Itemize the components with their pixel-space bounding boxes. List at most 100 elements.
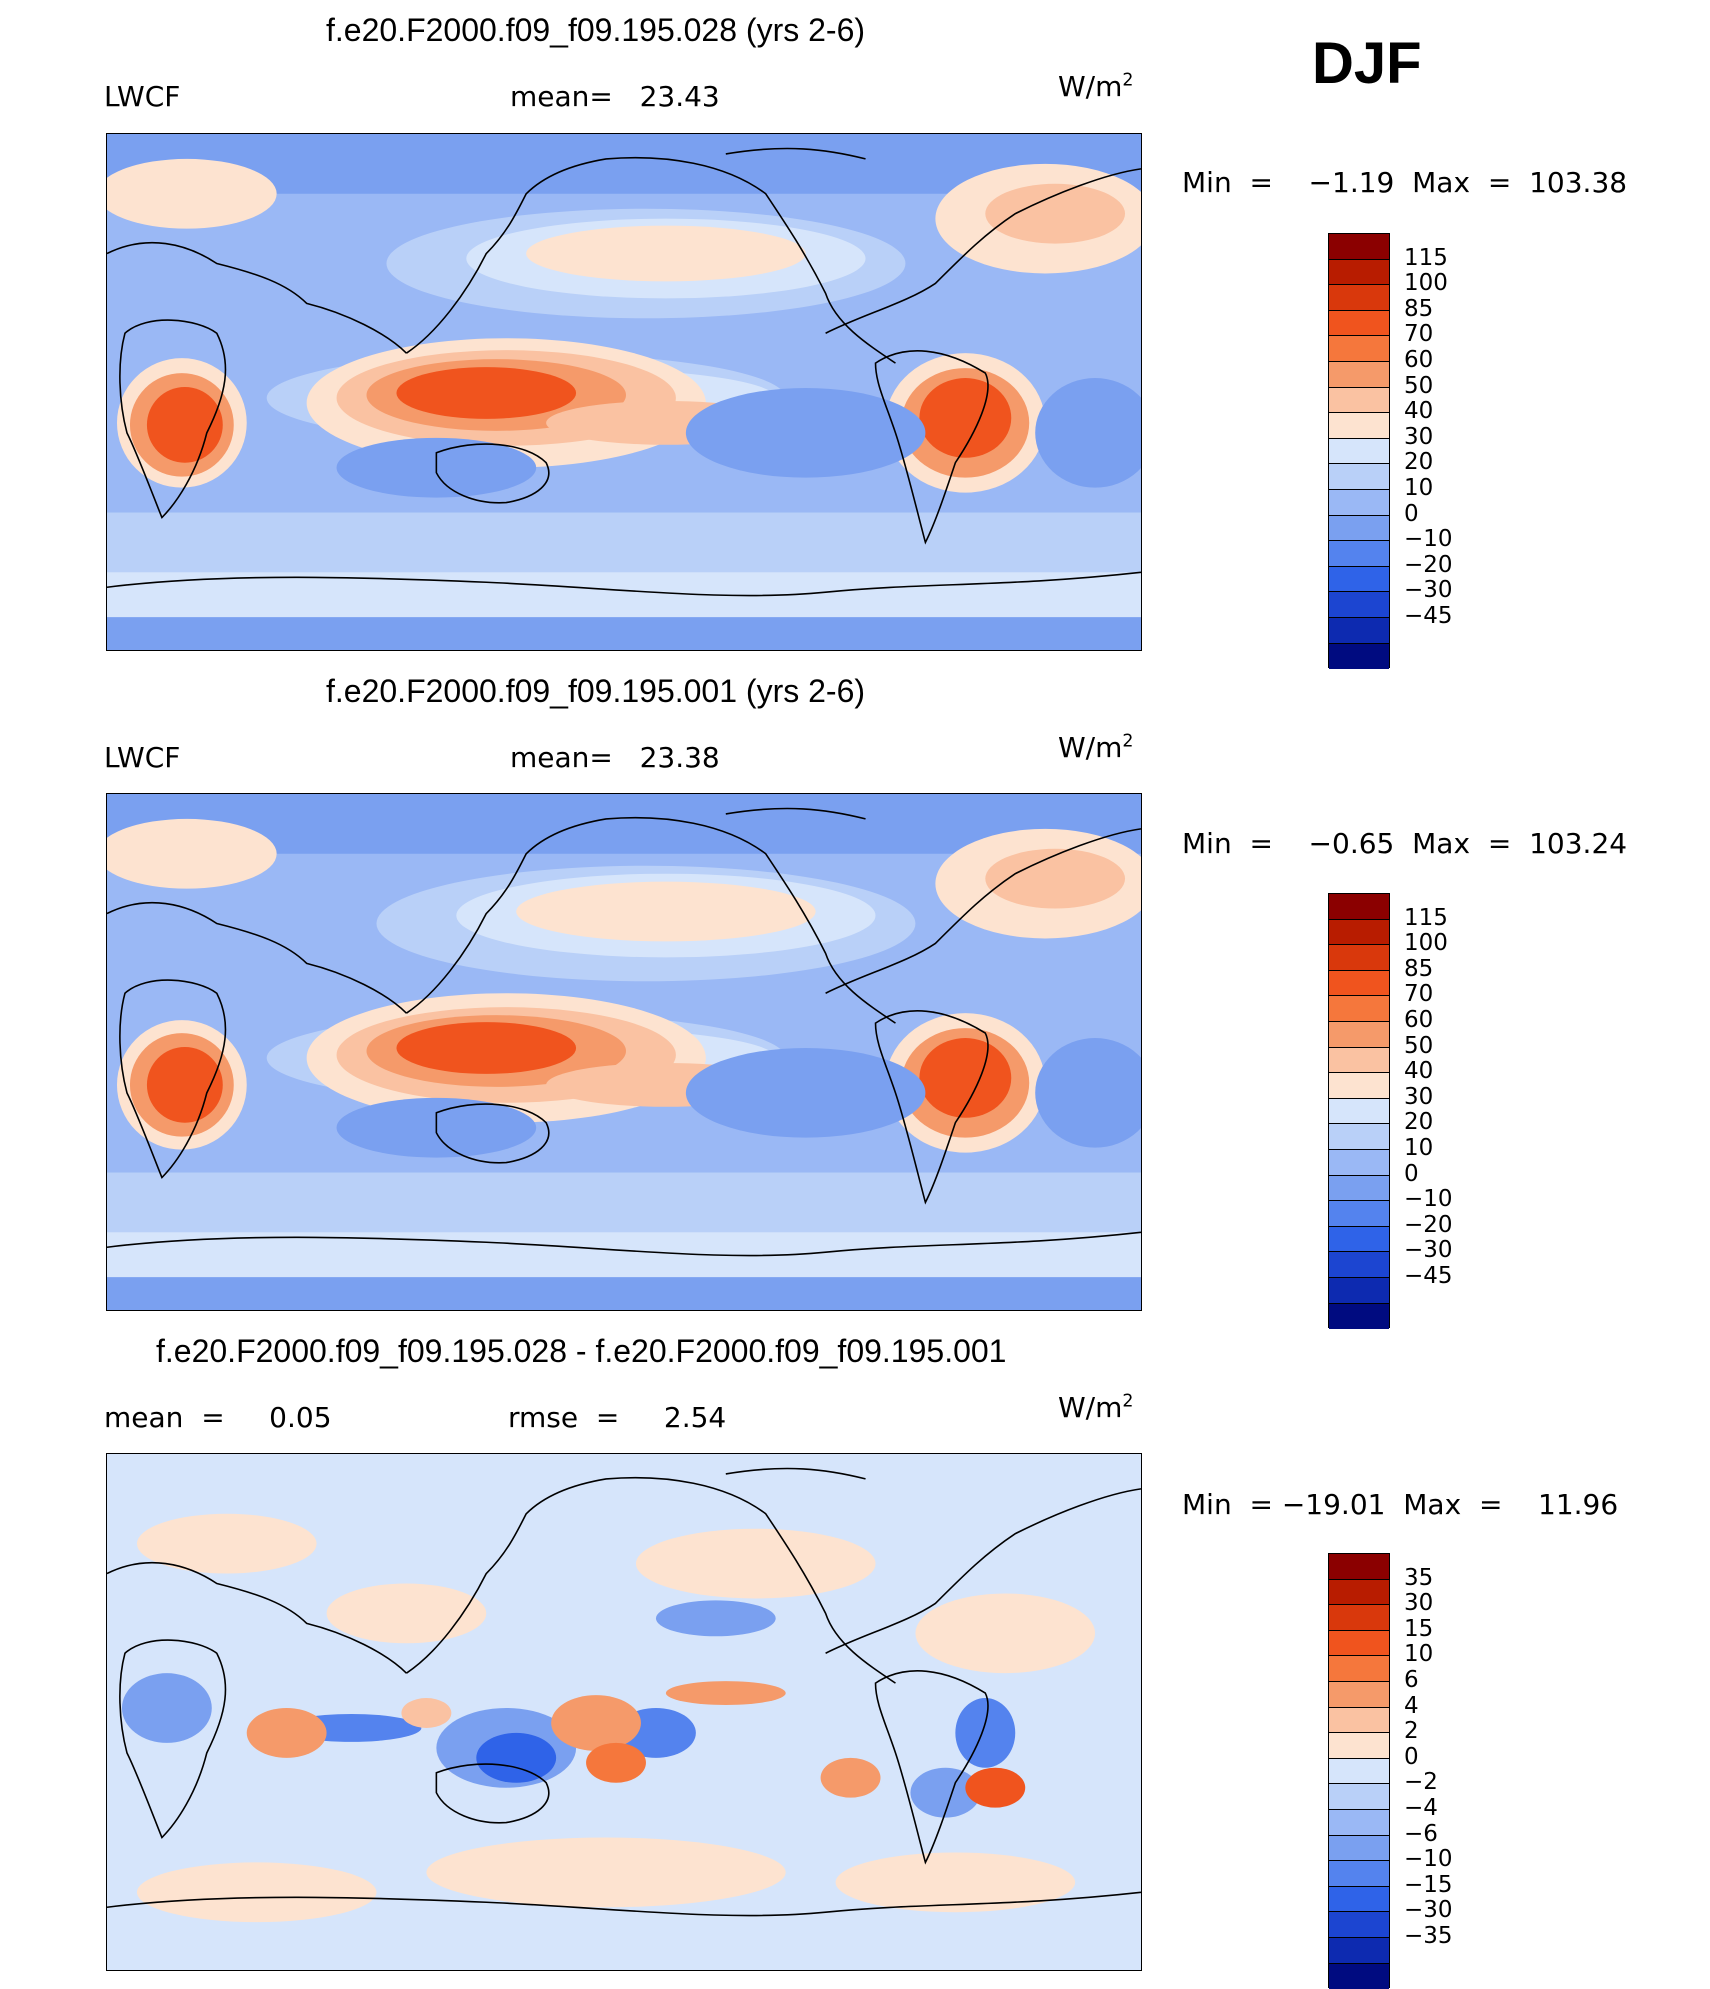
panel-3-colorbar-tick-label: −6 (1404, 1823, 1438, 1846)
panel-2-colorbar-tick-label: 20 (1404, 1111, 1433, 1134)
panel-1-colorbar (1328, 233, 1390, 668)
panel-3-colorbar-tick-label: 0 (1404, 1746, 1419, 1769)
panel-1-colorbar-swatch (1329, 439, 1389, 465)
panel-1-map (106, 133, 1142, 651)
panel-2-colorbar-tick-label: −10 (1404, 1188, 1453, 1211)
panel-2-colorbar-swatch (1329, 1073, 1389, 1099)
panel-2-title: f.e20.F2000.f09_f09.195.001 (yrs 2-6) (326, 673, 865, 710)
panel-3-colorbar-swatch (1329, 1631, 1389, 1657)
panel-3-colorbar-swatch (1329, 1605, 1389, 1631)
panel-1-colorbar-swatch (1329, 618, 1389, 644)
panel-3-colorbar (1328, 1553, 1390, 1988)
panel-3-mean: mean = 0.05 (104, 1401, 332, 1434)
panel-1-colorbar-tick-label: 40 (1404, 400, 1433, 423)
panel-1-mean: mean= 23.43 (510, 80, 720, 113)
panel-1-units: W/m2 (1058, 70, 1133, 103)
panel-3-colorbar-tick-label: 4 (1404, 1695, 1419, 1718)
panel-1-colorbar-tick-label: 60 (1404, 349, 1433, 372)
panel-2-colorbar-swatch (1329, 1201, 1389, 1227)
panel-2-colorbar-tick-label: 50 (1404, 1035, 1433, 1058)
panel-3-colorbar-tick-label: 2 (1404, 1720, 1419, 1743)
panel-2-mean: mean= 23.38 (510, 741, 720, 774)
panel-2-colorbar-swatch (1329, 1304, 1389, 1330)
panel-1-colorbar-swatch (1329, 413, 1389, 439)
panel-1-colorbar-tick-label: 70 (1404, 323, 1433, 346)
panel-2-colorbar-tick-label: 60 (1404, 1009, 1433, 1032)
panel-1-colorbar-tick-label: 20 (1404, 451, 1433, 474)
panel-1-colorbar-swatch (1329, 362, 1389, 388)
panel-3-colorbar-tick-label: −10 (1404, 1848, 1453, 1871)
panel-3-colorbar-tick-label: −2 (1404, 1771, 1438, 1794)
panel-2-colorbar-tick-label: 115 (1404, 907, 1448, 930)
panel-2-colorbar-swatch (1329, 1099, 1389, 1125)
panel-1-colorbar-tick-label: 0 (1404, 503, 1419, 526)
panel-2-units: W/m2 (1058, 731, 1133, 764)
panel-3-colorbar-swatch (1329, 1759, 1389, 1785)
panel-2-colorbar-tick-label: 100 (1404, 932, 1448, 955)
panel-3-minmax: Min = −19.01 Max = 11.96 (1182, 1488, 1618, 1521)
panel-1-colorbar-tick-label: −20 (1404, 554, 1453, 577)
panel-2-colorbar-swatch (1329, 1227, 1389, 1253)
panel-3-colorbar-swatch (1329, 1887, 1389, 1913)
panel-3-rmse: rmse = 2.54 (508, 1401, 726, 1434)
panel-3-map (106, 1453, 1142, 1971)
panel-1-colorbar-tick-label: 100 (1404, 272, 1448, 295)
panel-1-colorbar-swatch (1329, 592, 1389, 618)
panel-1-colorbar-tick-label: −10 (1404, 528, 1453, 551)
panel-2-colorbar-swatch (1329, 971, 1389, 997)
panel-3-colorbar-tick-label: 6 (1404, 1669, 1419, 1692)
panel-3-colorbar-swatch (1329, 1810, 1389, 1836)
panel-3-colorbar-tick-label: −4 (1404, 1797, 1438, 1820)
panel-1-colorbar-tick-label: 50 (1404, 375, 1433, 398)
panel-2-colorbar-swatch (1329, 1278, 1389, 1304)
panel-3-colorbar-tick-label: −30 (1404, 1899, 1453, 1922)
panel-2-colorbar-tick-label: −30 (1404, 1239, 1453, 1262)
panel-2-map-svg (107, 794, 1141, 1310)
panel-3-colorbar-swatch (1329, 1912, 1389, 1938)
panel-2-colorbar-tick-label: 30 (1404, 1086, 1433, 1109)
panel-3-colorbar-swatch (1329, 1682, 1389, 1708)
panel-3-colorbar-tick-label: 35 (1404, 1567, 1433, 1590)
panel-3-colorbar-tick-label: −35 (1404, 1925, 1453, 1948)
panel-2-variable-label: LWCF (104, 741, 180, 774)
panel-2-colorbar-swatch (1329, 1048, 1389, 1074)
panel-3-colorbar-swatch (1329, 1938, 1389, 1964)
panel-3-colorbar-swatch (1329, 1580, 1389, 1606)
panel-1-colorbar-tick-label: 10 (1404, 477, 1433, 500)
panel-1-colorbar-tick-label: 30 (1404, 426, 1433, 449)
panel-2-colorbar-swatch (1329, 1124, 1389, 1150)
panel-2-map (106, 793, 1142, 1311)
panel-2-colorbar-tick-label: 40 (1404, 1060, 1433, 1083)
panel-3-map-svg (107, 1454, 1141, 1970)
panel-1-colorbar-swatch (1329, 567, 1389, 593)
panel-2-colorbar-swatch (1329, 945, 1389, 971)
panel-3-colorbar-tick-label: 30 (1404, 1592, 1433, 1615)
panel-1-variable-label: LWCF (104, 80, 180, 113)
panel-3-colorbar-swatch (1329, 1656, 1389, 1682)
panel-2-colorbar-tick-label: 85 (1404, 958, 1433, 981)
panel-1-colorbar-tick-label: 85 (1404, 298, 1433, 321)
panel-1-colorbar-swatch (1329, 490, 1389, 516)
panel-1-colorbar-swatch (1329, 464, 1389, 490)
panel-2-colorbar-swatch (1329, 1022, 1389, 1048)
panel-1-title: f.e20.F2000.f09_f09.195.028 (yrs 2-6) (326, 12, 865, 49)
panel-3-colorbar-tick-label: 15 (1404, 1618, 1433, 1641)
panel-3-colorbar-tick-label: 10 (1404, 1643, 1433, 1666)
panel-2-colorbar (1328, 893, 1390, 1328)
panel-2-colorbar-tick-label: −20 (1404, 1214, 1453, 1237)
panel-3-colorbar-swatch (1329, 1554, 1389, 1580)
panel-3-title: f.e20.F2000.f09_f09.195.028 - f.e20.F200… (156, 1333, 1006, 1370)
panel-3-units: W/m2 (1058, 1391, 1133, 1424)
panel-3-colorbar-tick-label: −15 (1404, 1874, 1453, 1897)
panel-1-colorbar-swatch (1329, 311, 1389, 337)
panel-1-colorbar-swatch (1329, 260, 1389, 286)
panel-3-colorbar-swatch (1329, 1733, 1389, 1759)
panel-1-colorbar-swatch (1329, 516, 1389, 542)
panel-3-colorbar-swatch (1329, 1836, 1389, 1862)
panel-2-colorbar-tick-label: 10 (1404, 1137, 1433, 1160)
panel-3-colorbar-swatch (1329, 1708, 1389, 1734)
panel-1-map-svg (107, 134, 1141, 650)
panel-2-colorbar-swatch (1329, 996, 1389, 1022)
panel-3-colorbar-swatch (1329, 1964, 1389, 1989)
panel-2-colorbar-swatch (1329, 1252, 1389, 1278)
